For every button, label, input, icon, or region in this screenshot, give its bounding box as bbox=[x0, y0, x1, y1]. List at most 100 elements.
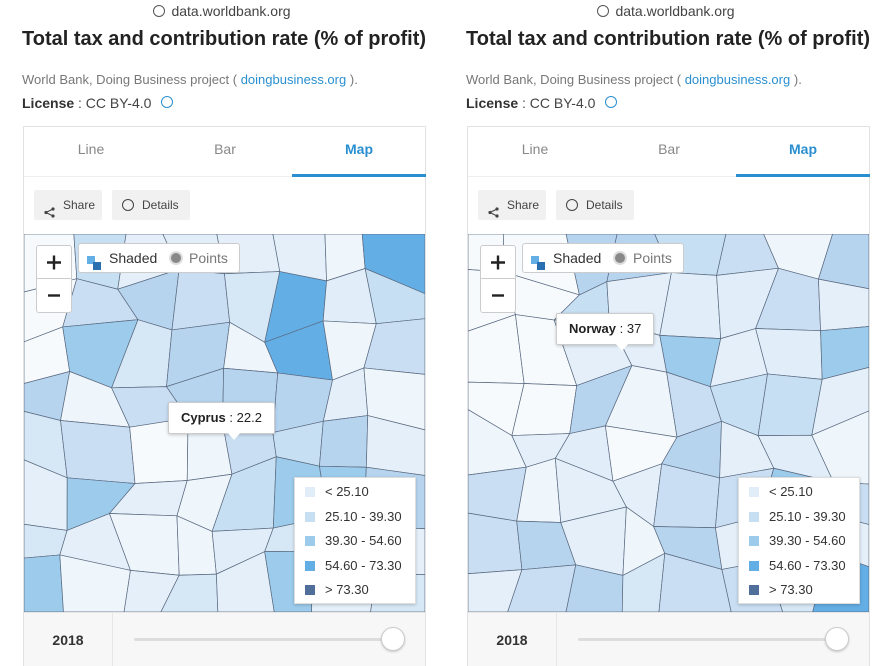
mode-option[interactable]: Points bbox=[633, 250, 672, 266]
legend-item: > 73.30 bbox=[739, 579, 859, 601]
country-shape bbox=[820, 326, 869, 380]
tab[interactable]: Bar bbox=[158, 127, 292, 177]
source-line: World Bank, Doing Business project ( doi… bbox=[466, 72, 802, 87]
country-shape bbox=[565, 564, 624, 612]
map-mode-toggle: Shaded Points bbox=[78, 243, 240, 273]
country-shape bbox=[363, 318, 425, 375]
plus-glyph bbox=[491, 255, 505, 270]
slider-track bbox=[578, 638, 836, 641]
country-shape bbox=[160, 573, 219, 612]
tab[interactable]: Line bbox=[24, 127, 158, 177]
chart-card: Line Bar Map Share Details Shaded Points Norway… bbox=[467, 126, 870, 666]
toolbar-button[interactable]: Details bbox=[112, 190, 190, 220]
tab[interactable]: Bar bbox=[602, 127, 736, 177]
tooltip-separator: : bbox=[229, 410, 234, 425]
country-shape bbox=[621, 552, 666, 612]
legend-swatch bbox=[305, 511, 315, 522]
map-area: Shaded Points Norway : 37 < 25.10 25.10 - 39… bbox=[468, 234, 869, 612]
url-text: data.worldbank.org bbox=[171, 3, 291, 19]
tab[interactable]: Map bbox=[736, 127, 870, 177]
mode-option[interactable]: Shaded bbox=[553, 250, 602, 266]
button-label[interactable]: Share bbox=[63, 198, 96, 212]
source-link[interactable]: doingbusiness.org bbox=[684, 72, 791, 87]
legend-swatch bbox=[305, 536, 315, 547]
info-icon bbox=[122, 199, 134, 211]
info-icon bbox=[153, 5, 166, 17]
phone-panel: data.worldbank.org Total tax and contribu… bbox=[0, 0, 444, 666]
zoom-in[interactable] bbox=[481, 246, 515, 279]
legend-swatch bbox=[749, 487, 759, 497]
time-bar: 2018 bbox=[24, 612, 425, 666]
page-title: Total tax and contribution rate (% of pr… bbox=[466, 28, 871, 50]
tooltip-pointer bbox=[615, 343, 629, 351]
legend-label: 25.10 - 39.30 bbox=[325, 508, 402, 524]
page-title: Total tax and contribution rate (% of pr… bbox=[22, 28, 427, 50]
country-shape bbox=[319, 415, 369, 468]
legend-label: < 25.10 bbox=[325, 484, 369, 499]
country-shape bbox=[817, 234, 869, 290]
legend-item: 54.60 - 73.30 bbox=[739, 555, 859, 577]
country-shape bbox=[361, 234, 425, 295]
country-shape bbox=[658, 552, 732, 612]
map-mode-toggle: Shaded Points bbox=[522, 243, 684, 273]
zoom-in[interactable] bbox=[37, 246, 71, 279]
tooltip-value: 37 bbox=[626, 321, 642, 336]
license-label: License bbox=[466, 95, 519, 111]
source-suffix: ). bbox=[349, 72, 358, 87]
zoom-control bbox=[480, 245, 516, 313]
country-shape bbox=[757, 373, 823, 437]
legend-label: 54.60 - 73.30 bbox=[325, 557, 402, 573]
year-label: 2018 bbox=[24, 613, 113, 666]
legend-label: < 25.10 bbox=[769, 484, 813, 499]
tab[interactable]: Line bbox=[468, 127, 602, 177]
map-area: Shaded Points Cyprus : 22.2 < 25.10 25.10 - … bbox=[24, 234, 425, 612]
source-link[interactable]: doingbusiness.org bbox=[240, 72, 347, 87]
zoom-out[interactable] bbox=[481, 279, 515, 312]
country-shape bbox=[365, 415, 425, 476]
legend-item: 25.10 - 39.30 bbox=[739, 506, 859, 528]
map-tooltip: Norway : 37 bbox=[556, 313, 655, 351]
plus-glyph bbox=[47, 255, 61, 270]
toolbar-button[interactable]: Share bbox=[478, 190, 546, 220]
url-bar: data.worldbank.org bbox=[0, 3, 444, 19]
license-info-icon[interactable] bbox=[161, 96, 174, 108]
toolbar-button[interactable]: Share bbox=[34, 190, 102, 220]
legend-label: 54.60 - 73.30 bbox=[769, 557, 846, 573]
country-shape bbox=[59, 554, 131, 612]
legend-swatch bbox=[749, 585, 759, 596]
country-shape bbox=[60, 420, 136, 484]
license-label: License bbox=[22, 95, 75, 111]
zoom-out[interactable] bbox=[37, 279, 71, 312]
legend-item: 39.30 - 54.60 bbox=[739, 530, 859, 552]
legend-swatch bbox=[749, 536, 759, 547]
legend-swatch bbox=[305, 487, 315, 497]
country-shape bbox=[811, 367, 869, 436]
license-info-icon[interactable] bbox=[605, 96, 618, 108]
tab[interactable]: Map bbox=[292, 127, 426, 177]
mode-option[interactable]: Points bbox=[189, 250, 228, 266]
legend-label: > 73.30 bbox=[769, 582, 813, 598]
legend-swatch bbox=[749, 560, 759, 571]
country-shape bbox=[363, 367, 425, 431]
slider-knob[interactable] bbox=[825, 627, 849, 651]
legend-swatch bbox=[305, 585, 315, 596]
shaded-glyph bbox=[87, 256, 101, 270]
slider-knob[interactable] bbox=[381, 627, 405, 651]
slider-track bbox=[134, 638, 392, 641]
url-bar: data.worldbank.org bbox=[444, 3, 888, 19]
legend-label: 39.30 - 54.60 bbox=[325, 533, 402, 549]
mode-option[interactable]: Shaded bbox=[109, 250, 158, 266]
tooltip-country: Norway bbox=[569, 321, 616, 336]
button-label[interactable]: Details bbox=[142, 198, 179, 212]
shaded-icon bbox=[531, 251, 545, 270]
button-label[interactable]: Share bbox=[507, 198, 540, 212]
legend-item: 25.10 - 39.30 bbox=[295, 506, 415, 528]
share-icon bbox=[488, 199, 499, 218]
minus-glyph bbox=[48, 294, 60, 297]
country-shape bbox=[468, 466, 527, 522]
button-label[interactable]: Details bbox=[586, 198, 623, 212]
toolbar-button[interactable]: Details bbox=[556, 190, 634, 220]
info-icon bbox=[597, 5, 610, 17]
source-suffix: ). bbox=[793, 72, 802, 87]
